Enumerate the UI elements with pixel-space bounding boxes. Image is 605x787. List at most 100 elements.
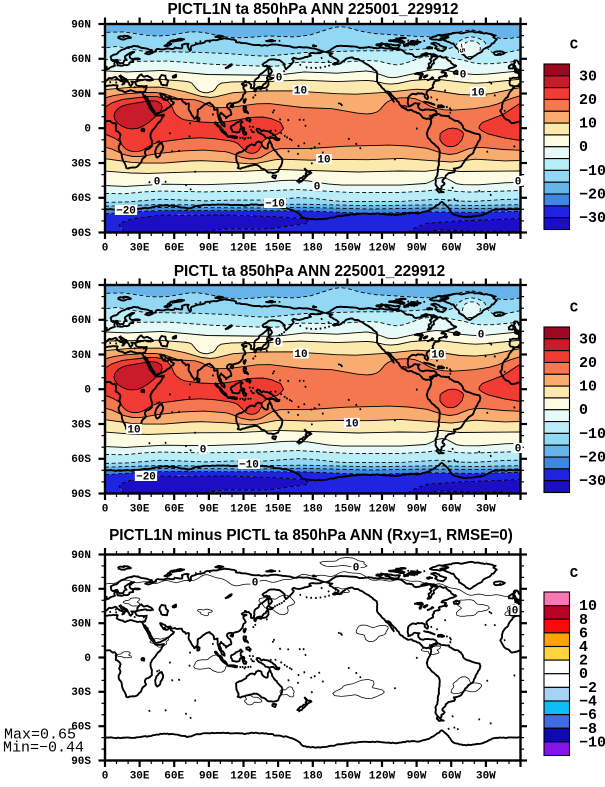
svg-text:0: 0 xyxy=(102,243,109,255)
svg-text:−10: −10 xyxy=(239,459,259,471)
svg-text:0: 0 xyxy=(478,329,485,341)
svg-text:180: 180 xyxy=(303,504,323,516)
svg-text:0: 0 xyxy=(275,337,282,349)
svg-text:10: 10 xyxy=(294,349,307,361)
svg-text:30N: 30N xyxy=(71,619,91,631)
svg-text:−5: −5 xyxy=(456,43,467,54)
svg-text:90W: 90W xyxy=(407,504,427,516)
svg-text:−10: −10 xyxy=(265,198,285,210)
svg-text:10: 10 xyxy=(317,154,330,166)
svg-text:−20: −20 xyxy=(136,471,156,483)
svg-text:−20: −20 xyxy=(579,186,605,203)
svg-text:0: 0 xyxy=(460,69,467,81)
svg-text:150W: 150W xyxy=(334,504,361,516)
svg-text:120E: 120E xyxy=(230,504,257,516)
svg-text:150E: 150E xyxy=(265,504,292,516)
svg-text:0: 0 xyxy=(154,176,161,188)
svg-text:−20: −20 xyxy=(116,205,136,217)
svg-text:10: 10 xyxy=(579,379,597,396)
svg-text:10: 10 xyxy=(294,85,307,97)
svg-text:120E: 120E xyxy=(230,771,257,782)
svg-text:90E: 90E xyxy=(199,504,219,516)
svg-text:90W: 90W xyxy=(407,243,427,255)
svg-text:8: 8 xyxy=(579,612,588,629)
svg-text:−10: −10 xyxy=(579,734,605,751)
svg-text:6: 6 xyxy=(579,625,588,642)
svg-text:180: 180 xyxy=(303,243,323,255)
svg-text:60E: 60E xyxy=(164,504,184,516)
svg-text:60N: 60N xyxy=(71,54,91,66)
svg-text:0: 0 xyxy=(512,605,519,617)
svg-text:90S: 90S xyxy=(71,756,91,768)
svg-text:10: 10 xyxy=(471,87,484,99)
svg-text:4: 4 xyxy=(579,639,588,656)
svg-text:−30: −30 xyxy=(579,473,605,490)
svg-text:0: 0 xyxy=(579,666,588,683)
svg-text:30: 30 xyxy=(579,331,597,348)
svg-text:10: 10 xyxy=(127,424,140,436)
svg-text:90E: 90E xyxy=(199,771,219,782)
svg-text:60S: 60S xyxy=(71,454,91,466)
svg-text:150E: 150E xyxy=(265,243,292,255)
svg-text:30: 30 xyxy=(579,68,597,85)
svg-text:C: C xyxy=(570,301,579,317)
svg-text:30N: 30N xyxy=(71,89,91,101)
svg-text:−20: −20 xyxy=(579,449,605,466)
svg-text:30E: 30E xyxy=(130,771,150,782)
svg-text:Max=0.65: Max=0.65 xyxy=(4,727,76,744)
svg-text:120W: 120W xyxy=(369,243,396,255)
svg-text:−2: −2 xyxy=(579,680,597,697)
svg-text:60W: 60W xyxy=(441,504,461,516)
svg-text:90N: 90N xyxy=(71,550,91,562)
svg-text:0: 0 xyxy=(102,504,109,516)
svg-text:0: 0 xyxy=(84,385,91,397)
svg-text:0: 0 xyxy=(579,402,588,419)
svg-text:−6: −6 xyxy=(579,707,597,724)
svg-text:PICTL1N ta 850hPa ANN 225001_2: PICTL1N ta 850hPa ANN 225001_229912 xyxy=(167,1,458,18)
svg-text:60S: 60S xyxy=(71,193,91,205)
svg-text:0: 0 xyxy=(579,139,588,156)
svg-text:−30: −30 xyxy=(579,210,605,227)
svg-text:90W: 90W xyxy=(407,771,427,782)
svg-text:2: 2 xyxy=(579,653,588,670)
svg-text:0: 0 xyxy=(252,577,259,589)
svg-text:30W: 30W xyxy=(476,771,496,782)
svg-text:0: 0 xyxy=(314,181,321,193)
svg-text:30W: 30W xyxy=(476,243,496,255)
svg-text:30S: 30S xyxy=(71,687,91,699)
svg-text:60N: 60N xyxy=(71,584,91,596)
svg-text:90S: 90S xyxy=(71,489,91,501)
svg-text:−4: −4 xyxy=(579,693,597,710)
svg-text:120E: 120E xyxy=(230,243,257,255)
svg-text:0: 0 xyxy=(515,443,522,455)
svg-text:PICTL1N minus PICTL ta 850hPa: PICTL1N minus PICTL ta 850hPa ANN (Rxy=1… xyxy=(109,527,513,544)
svg-text:90S: 90S xyxy=(71,228,91,240)
svg-text:C: C xyxy=(570,566,579,582)
svg-text:30W: 30W xyxy=(476,504,496,516)
svg-text:180: 180 xyxy=(303,771,323,782)
svg-text:0: 0 xyxy=(102,771,109,782)
svg-text:30E: 30E xyxy=(130,243,150,255)
svg-text:−10: −10 xyxy=(579,426,605,443)
svg-text:30S: 30S xyxy=(71,419,91,431)
svg-text:0: 0 xyxy=(84,653,91,665)
svg-text:150W: 150W xyxy=(334,771,361,782)
svg-text:90N: 90N xyxy=(71,280,91,292)
svg-text:10: 10 xyxy=(345,418,358,430)
svg-text:60S: 60S xyxy=(71,722,91,734)
svg-text:0: 0 xyxy=(353,562,360,574)
svg-text:10: 10 xyxy=(579,598,597,615)
svg-text:C: C xyxy=(570,38,579,54)
svg-text:90E: 90E xyxy=(199,243,219,255)
svg-text:30N: 30N xyxy=(71,350,91,362)
svg-text:120W: 120W xyxy=(369,771,396,782)
svg-text:60E: 60E xyxy=(164,243,184,255)
svg-text:Min=−0.44: Min=−0.44 xyxy=(3,740,84,757)
svg-text:30S: 30S xyxy=(71,158,91,170)
svg-text:0: 0 xyxy=(515,176,522,188)
svg-text:20: 20 xyxy=(579,355,597,372)
svg-text:−10: −10 xyxy=(579,163,605,180)
svg-text:150W: 150W xyxy=(334,243,361,255)
svg-text:120W: 120W xyxy=(369,504,396,516)
svg-text:10: 10 xyxy=(579,116,597,133)
